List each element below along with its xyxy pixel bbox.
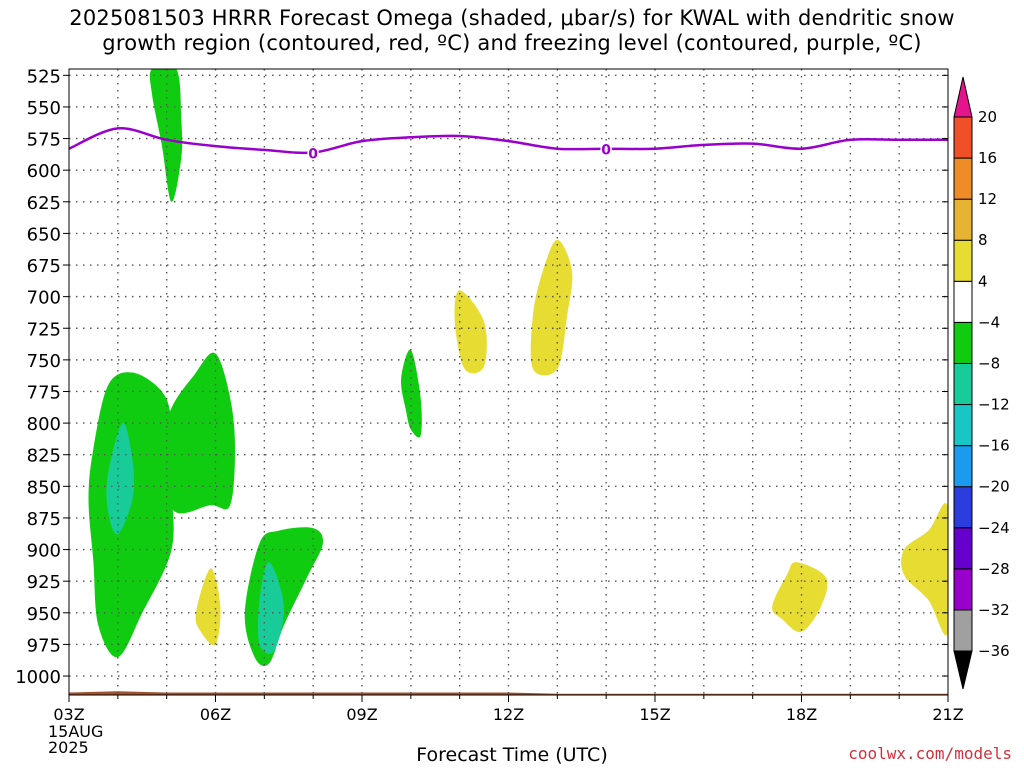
omega-region-6: [400, 349, 422, 438]
x-tick-label-5: 18Z: [786, 705, 817, 724]
y-tick-label-875: 875: [27, 509, 61, 530]
freezing-level-label-1: 0: [601, 143, 611, 159]
freezing-level-line: [69, 127, 948, 155]
y-tick-label-850: 850: [27, 477, 61, 498]
colorbar-label-8: −4: [978, 313, 1000, 331]
colorbar-box-4: [953, 445, 973, 488]
colorbar-box-5: [953, 404, 973, 447]
colorbar-box-11: [953, 157, 973, 200]
title-line-2: growth region (contoured, red, ºC) and f…: [102, 31, 922, 55]
y-tick-label-900: 900: [27, 541, 61, 562]
colorbar-box-0: [953, 609, 973, 652]
x-date-label-1: 2025: [48, 738, 89, 757]
omega-region-5: [257, 562, 284, 654]
colorbar-label-6: −12: [978, 396, 1010, 414]
omega-region-7: [195, 568, 221, 646]
omega-shading: [88, 69, 948, 666]
y-tick-label-975: 975: [27, 635, 61, 656]
y-tick-label-750: 750: [27, 351, 61, 372]
colorbar-label-4: −20: [978, 478, 1010, 496]
colorbar-triangle-top: [953, 76, 973, 118]
omega-region-11: [901, 503, 948, 636]
omega-region-4: [244, 527, 324, 666]
colorbar-label-9: 4: [978, 272, 988, 290]
x-axis-label: Forecast Time (UTC): [416, 744, 608, 766]
colorbar-label-12: 16: [978, 149, 997, 167]
colorbar-box-6: [953, 362, 973, 406]
chart-title: 2025081503 HRRR Forecast Omega (shaded, …: [0, 6, 1024, 56]
colorbar-box-12: [953, 116, 973, 159]
y-tick-label-600: 600: [27, 161, 61, 182]
colorbar-label-5: −16: [978, 437, 1010, 455]
colorbar-label-1: −32: [978, 601, 1010, 619]
y-tick-label-725: 725: [27, 319, 61, 340]
y-tick-label-950: 950: [27, 604, 61, 625]
y-tick-label-675: 675: [27, 256, 61, 277]
y-tick-label-625: 625: [27, 193, 61, 214]
y-tick-label-800: 800: [27, 414, 61, 435]
y-tick-label-825: 825: [27, 446, 61, 467]
colorbar-label-2: −28: [978, 560, 1010, 578]
freezing-level-label-0: 0: [308, 146, 318, 162]
y-tick-label-650: 650: [27, 224, 61, 245]
y-tick-label-550: 550: [27, 98, 61, 119]
omega-region-8: [454, 290, 487, 374]
title-line-1: 2025081503 HRRR Forecast Omega (shaded, …: [69, 6, 955, 30]
x-tick-label-6: 21Z: [932, 705, 963, 724]
omega-region-1: [88, 372, 174, 658]
y-tick-label-1000: 1000: [15, 667, 61, 688]
y-tick-label-525: 525: [27, 66, 61, 87]
y-tick-label-575: 575: [27, 130, 61, 151]
colorbar-box-10: [953, 198, 973, 241]
omega-region-2: [164, 352, 235, 514]
colorbar-label-13: 20: [978, 108, 997, 126]
x-tick-label-2: 09Z: [346, 705, 377, 724]
colorbar-box-1: [953, 568, 973, 611]
colorbar-label-7: −8: [978, 354, 1000, 372]
y-tick-label-775: 775: [27, 382, 61, 403]
colorbar-box-2: [953, 527, 973, 570]
colorbar-triangle-bottom: [953, 650, 973, 690]
colorbar-label-0: −36: [978, 642, 1010, 660]
x-tick-label-0: 03Z: [53, 705, 84, 724]
x-tick-label-1: 06Z: [200, 705, 231, 724]
y-axis: 525 550 575 600 625 650 675 700 725 750 775 800 825 8…: [15, 66, 948, 688]
colorbar-label-10: 8: [978, 231, 988, 249]
colorbar: −36 −32 −28 −24 −20 −16 −12 −8 −4 4 8 12 16 20: [953, 76, 1010, 690]
x-tick-label-4: 15Z: [639, 705, 670, 724]
x-tick-label-3: 12Z: [493, 705, 524, 724]
colorbar-box-9: [953, 239, 973, 282]
x-date-label-0: 15AUG: [48, 722, 103, 741]
colorbar-label-3: −24: [978, 519, 1010, 537]
colorbar-label-11: 12: [978, 190, 997, 208]
omega-region-10: [772, 562, 828, 633]
y-tick-label-925: 925: [27, 572, 61, 593]
colorbar-box-8: [953, 280, 973, 323]
omega-region-3: [106, 422, 135, 535]
credit-link[interactable]: coolwx.com/models: [848, 744, 1012, 763]
colorbar-box-7: [953, 321, 973, 364]
y-tick-label-700: 700: [27, 288, 61, 309]
omega-region-0: [149, 69, 183, 202]
omega-region-9: [530, 239, 573, 376]
colorbar-box-3: [953, 486, 973, 529]
